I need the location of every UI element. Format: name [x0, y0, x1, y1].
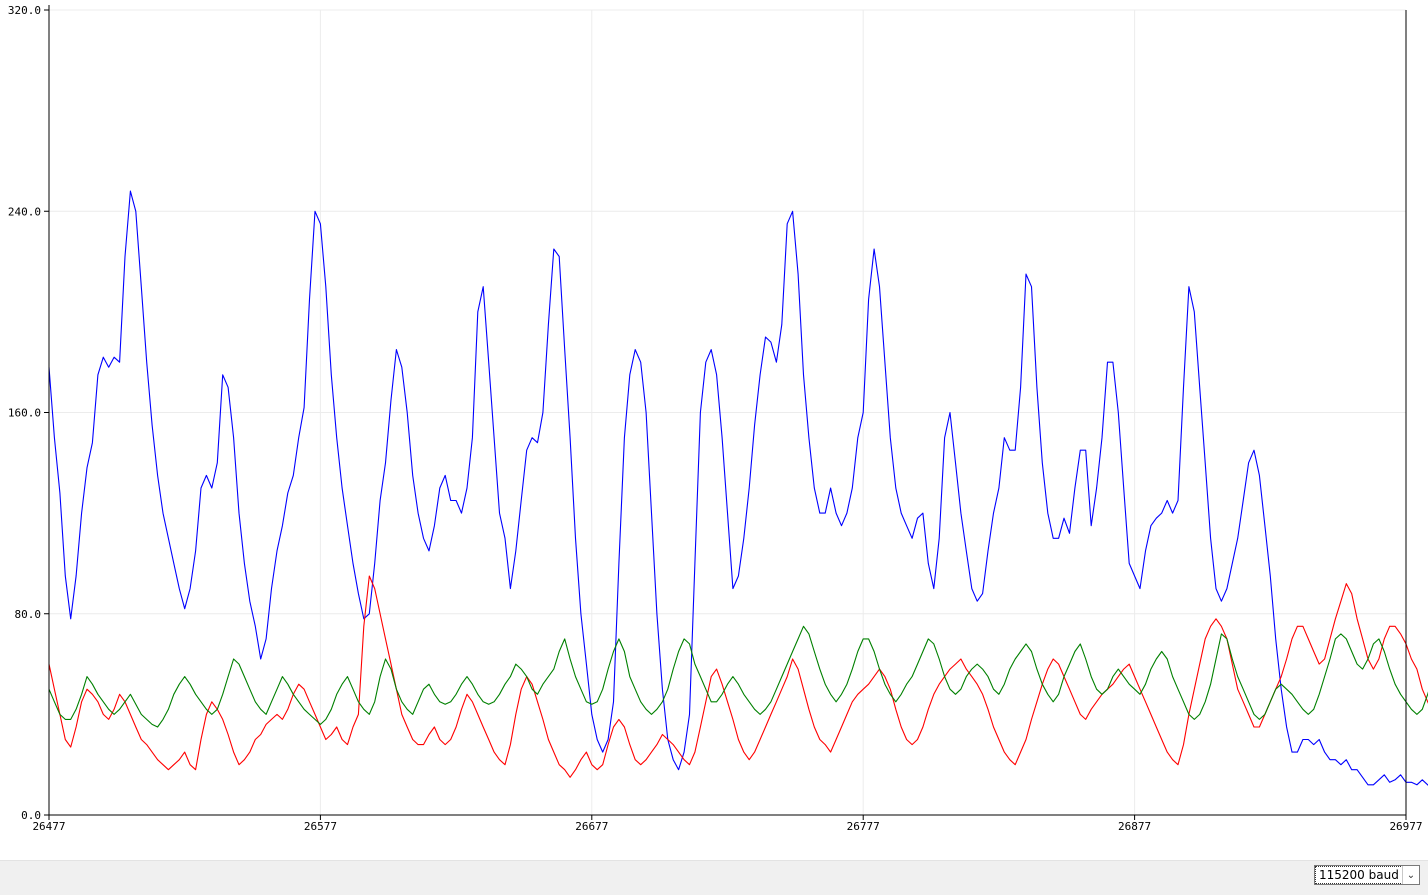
axes	[44, 5, 1407, 820]
chevron-down-icon[interactable]: ⌄	[1402, 866, 1419, 884]
y-tick-label: 80.0	[15, 608, 42, 621]
series-line-2	[48, 625, 1428, 728]
series-line-0	[48, 190, 1428, 786]
tick-labels: 26477 26577 26677 26777 26877 26977 0.0 80.0 160…	[8, 4, 1423, 833]
x-tick-label: 26877	[1118, 820, 1151, 833]
baud-rate-value: 115200 baud	[1315, 866, 1403, 884]
series-lines	[48, 190, 1428, 786]
y-tick-label: 160.0	[8, 407, 41, 420]
x-tick-label: 26777	[847, 820, 880, 833]
x-tick-label: 26577	[304, 820, 337, 833]
y-tick-label: 240.0	[8, 205, 41, 218]
series-line-1	[48, 575, 1428, 778]
x-tick-label: 26677	[575, 820, 608, 833]
baud-rate-select[interactable]: 115200 baud ⌄	[1314, 865, 1420, 885]
y-tick-label: 320.0	[8, 4, 41, 17]
status-bar	[0, 860, 1428, 895]
x-tick-label: 26477	[32, 820, 65, 833]
x-tick-label: 26977	[1389, 820, 1422, 833]
serial-plotter-chart: 26477 26577 26677 26777 26877 26977 0.0 80.0 160…	[8, 4, 1428, 833]
y-tick-label: 0.0	[21, 809, 41, 822]
